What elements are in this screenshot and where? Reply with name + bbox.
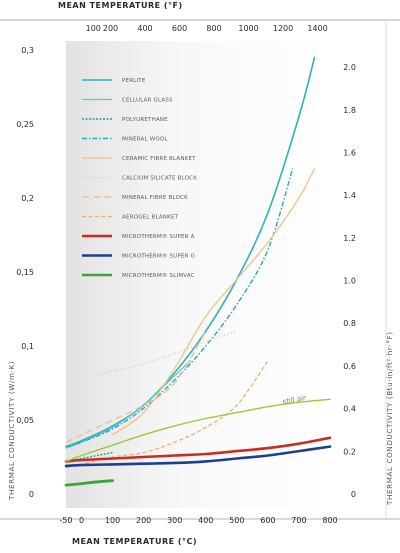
legend-label-cellular-glass: CELLULAR GLASS bbox=[122, 98, 173, 104]
x-tick-label: 800 bbox=[322, 516, 337, 525]
series-line-mineral-wool bbox=[65, 168, 294, 448]
top-tick-label: 1000 bbox=[238, 24, 258, 33]
series-line-still-air bbox=[65, 398, 331, 463]
legend-label-microtherm-super-a: MICROTHERM® SUPER A bbox=[122, 233, 195, 240]
x-tick-label: 200 bbox=[136, 516, 151, 525]
left-axis-title: THERMAL CONDUCTIVITY (W/m·K) bbox=[7, 361, 16, 501]
legend-label-polyurethane: POLYURETHANE bbox=[122, 117, 168, 123]
x-tick-label: 400 bbox=[198, 516, 213, 525]
right-tick-label: 0.6 bbox=[343, 362, 356, 371]
right-axis-title: THERMAL CONDUCTIVITY (Btu·in/ft²·hr·°F) bbox=[385, 331, 394, 506]
x-tick-label: 500 bbox=[229, 516, 244, 525]
right-tick-label: 0.8 bbox=[343, 319, 356, 328]
x-tick-label: 600 bbox=[260, 516, 275, 525]
series-line-calcium-silicate-block bbox=[96, 330, 238, 377]
series-line-mineral-fibre-block bbox=[65, 330, 207, 443]
legend-label-aerogel-blanket: AEROGEL BLANKET bbox=[122, 215, 179, 221]
tick-labels: -50 0 100 200 300 400 500 600 700 80000,050,10,15… bbox=[16, 24, 356, 525]
top-tick-label: 100 bbox=[86, 24, 101, 33]
right-tick-label: 1.8 bbox=[343, 106, 356, 115]
legend-label-mineral-fibre-block: MINERAL FIBRE BLOCK bbox=[122, 195, 188, 201]
right-tick-label: 1.2 bbox=[343, 234, 356, 243]
legend-label-microtherm-super-g: MICROTHERM® SUPER G bbox=[122, 253, 195, 260]
y-tick-label: 0 bbox=[29, 490, 34, 499]
right-tick-label: 1.0 bbox=[343, 277, 356, 286]
y-tick-label: 0,05 bbox=[16, 416, 34, 425]
right-tick-label: 0.2 bbox=[343, 447, 356, 456]
series-layer bbox=[64, 56, 332, 487]
y-tick-label: 0,1 bbox=[21, 342, 34, 351]
top-tick-label: 200 bbox=[103, 24, 118, 33]
right-tick-label: 1.6 bbox=[343, 148, 356, 157]
legend-label-calcium-silicate-block: CALCIUM SILICATE BLOCK bbox=[122, 176, 197, 182]
top-tick-label: 400 bbox=[137, 24, 152, 33]
series-line-microtherm-super-g bbox=[64, 445, 332, 468]
x-tick-label: 300 bbox=[167, 516, 182, 525]
series-line-perlite bbox=[65, 56, 316, 448]
x-tick-label: -50 bbox=[59, 516, 72, 525]
legend-label-microtherm-slimvac: MICROTHERM® SLIMVAC bbox=[122, 272, 195, 279]
series-line-microtherm-super-a bbox=[64, 436, 332, 463]
right-tick-label: 0 bbox=[351, 490, 356, 499]
x-tick-label: 700 bbox=[291, 516, 306, 525]
y-tick-label: 0,25 bbox=[16, 120, 34, 129]
legend: PERLITE CELLULAR GLASS POLYURETHANE MINERAL… bbox=[82, 78, 197, 279]
right-tick-label: 0.4 bbox=[343, 405, 356, 414]
right-tick-label: 1.4 bbox=[343, 191, 356, 200]
y-tick-label: 0,3 bbox=[21, 46, 34, 55]
x-tick-label: 100 bbox=[105, 516, 120, 525]
bottom-axis-title: MEAN TEMPERATURE (°C) bbox=[72, 537, 197, 546]
y-tick-label: 0,15 bbox=[16, 268, 34, 277]
series-line-microtherm-slimvac bbox=[64, 479, 114, 487]
top-tick-label: 800 bbox=[206, 24, 221, 33]
legend-label-ceramic-fibre-blanket: CERAMIC FIBRE BLANKET bbox=[122, 156, 196, 162]
top-tick-label: 600 bbox=[172, 24, 187, 33]
y-tick-label: 0,2 bbox=[21, 194, 34, 203]
x-tick-label: 0 bbox=[79, 516, 84, 525]
legend-label-mineral-wool: MINERAL WOOL bbox=[122, 137, 168, 143]
top-axis-title: MEAN TEMPERATURE (°F) bbox=[58, 1, 183, 10]
legend-label-perlite: PERLITE bbox=[122, 78, 146, 84]
top-tick-label: 1200 bbox=[273, 24, 293, 33]
top-tick-label: 1400 bbox=[307, 24, 327, 33]
series-line-ceramic-fibre-blanket bbox=[111, 167, 316, 436]
series-line-polyurethane bbox=[65, 451, 113, 463]
right-tick-label: 2.0 bbox=[343, 63, 356, 72]
